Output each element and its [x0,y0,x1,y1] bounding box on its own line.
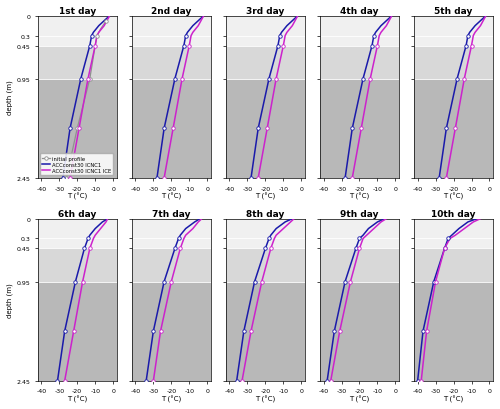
Title: 6th day: 6th day [58,209,96,218]
Bar [320,249,399,282]
X-axis label: T (°C): T (°C) [350,193,370,200]
X-axis label: T (°C): T (°C) [444,395,464,402]
Title: 10th day: 10th day [432,209,476,218]
Bar [132,249,211,282]
Bar [320,17,399,46]
Bar [226,46,305,79]
Bar [38,17,117,46]
X-axis label: T (°C): T (°C) [256,395,276,402]
Title: 2nd day: 2nd day [151,7,192,16]
X-axis label: T (°C): T (°C) [67,395,87,402]
Bar [132,219,211,249]
X-axis label: T (°C): T (°C) [161,193,182,200]
Y-axis label: depth (m): depth (m) [7,80,14,115]
X-axis label: T (°C): T (°C) [256,193,276,200]
Title: 9th day: 9th day [340,209,378,218]
Bar [38,46,117,79]
X-axis label: T (°C): T (°C) [161,395,182,402]
Title: 7th day: 7th day [152,209,190,218]
Bar [226,17,305,46]
Bar [320,46,399,79]
Title: 5th day: 5th day [434,7,472,16]
Bar [414,17,493,46]
Bar [132,46,211,79]
Title: 4th day: 4th day [340,7,378,16]
X-axis label: T (°C): T (°C) [444,193,464,200]
X-axis label: T (°C): T (°C) [350,395,370,402]
Legend: initial profile, ACCconst30 ICNC1, ACCconst30 ICNC1 ICE: initial profile, ACCconst30 ICNC1, ACCco… [40,154,114,176]
Bar [414,249,493,282]
Bar [38,219,117,249]
Title: 1st day: 1st day [58,7,96,16]
Bar [132,17,211,46]
Bar [414,219,493,249]
Bar [226,219,305,249]
Title: 3rd day: 3rd day [246,7,284,16]
Title: 8th day: 8th day [246,209,284,218]
Bar [320,219,399,249]
Bar [414,46,493,79]
Bar [38,249,117,282]
Y-axis label: depth (m): depth (m) [7,283,14,317]
Bar [226,249,305,282]
X-axis label: T (°C): T (°C) [67,193,87,200]
